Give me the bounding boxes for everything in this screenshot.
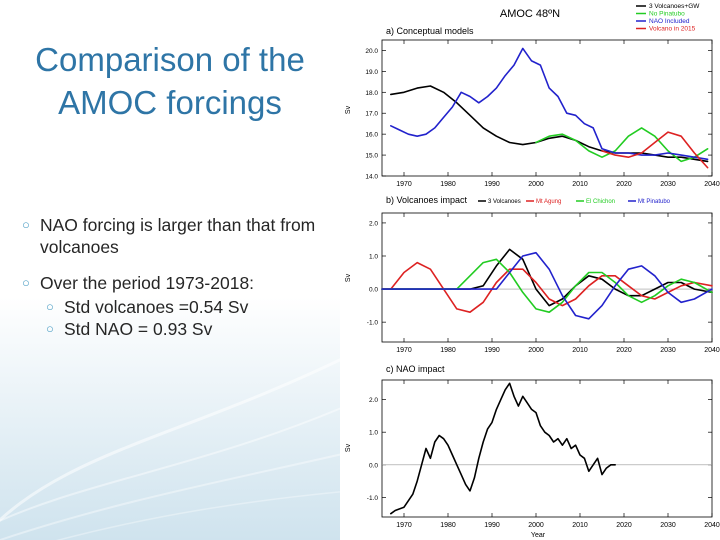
legend-label: No Pinatubo	[649, 11, 685, 18]
background-swirl-decoration	[0, 358, 340, 540]
y-tick-label: 17.0	[365, 111, 378, 118]
x-tick-label: 1970	[396, 522, 412, 529]
x-tick-label: 2010	[572, 181, 588, 188]
x-tick-label: 2010	[572, 522, 588, 529]
panel-title: a) Conceptual models	[386, 26, 474, 36]
title-line-2: AMOC forcings	[58, 84, 282, 121]
bullet-text: Over the period 1973-2018:	[40, 273, 255, 293]
series-line-el-chichon	[381, 258, 713, 314]
bullet-marker-icon: ○	[46, 321, 54, 336]
legend-label: Mt Agung	[536, 199, 561, 205]
y-tick-label: 2.0	[369, 220, 378, 227]
panel-title: b) Volcanoes impact	[386, 195, 468, 205]
legend-label: 3 Volcanoes+GW	[649, 3, 700, 10]
sub-bullet-item: ○ Std volcanoes =0.54 Sv	[22, 296, 322, 318]
x-tick-label: 1980	[440, 347, 456, 354]
x-tick-label: 1990	[484, 522, 500, 529]
y-tick-label: -1.0	[367, 495, 379, 502]
y-tick-label: 1.0	[369, 430, 378, 437]
x-tick-label: 1970	[396, 181, 412, 188]
x-tick-label: 2030	[660, 347, 676, 354]
slide-background	[0, 0, 340, 540]
y-axis-label: Sv	[345, 105, 352, 114]
y-tick-label: 1.0	[369, 254, 378, 261]
bullet-marker-icon: ○	[46, 299, 54, 314]
series-line-mt-pinatubo	[381, 251, 713, 320]
series-line-volcano-in-2015	[601, 131, 709, 169]
bullet-marker-icon: ○	[22, 275, 30, 290]
legend-label: 3 Volcanoes	[488, 199, 521, 205]
sub-bullet-text: Std volcanoes =0.54 Sv	[64, 297, 249, 317]
panel-title: c) NAO impact	[386, 364, 445, 374]
x-tick-label: 2030	[660, 181, 676, 188]
x-tick-label: 1990	[484, 181, 500, 188]
series-line-nao	[389, 382, 617, 515]
x-tick-label: 1980	[440, 181, 456, 188]
legend-label: Volcano in 2015	[649, 26, 696, 33]
y-axis-label: Sv	[345, 443, 352, 452]
bullet-item: ○ NAO forcing is larger than that from v…	[22, 214, 322, 258]
bullet-item: ○ Over the period 1973-2018:	[22, 272, 322, 294]
y-tick-label: 2.0	[369, 397, 378, 404]
x-tick-label: 2000	[528, 181, 544, 188]
legend-label: Mt Pinatubo	[638, 199, 671, 205]
y-axis-label: Sv	[345, 273, 352, 282]
sub-bullet-text: Std NAO = 0.93 Sv	[64, 319, 213, 339]
x-tick-label: 1970	[396, 347, 412, 354]
y-tick-label: 14.0	[365, 174, 378, 181]
x-tick-label: 1980	[440, 522, 456, 529]
sub-bullet-item: ○ Std NAO = 0.93 Sv	[22, 318, 322, 340]
plot-frame	[381, 39, 713, 177]
x-tick-label: 2020	[616, 181, 632, 188]
y-tick-label: 18.0	[365, 90, 378, 97]
y-tick-label: -1.0	[367, 320, 379, 327]
x-tick-label: 2010	[572, 347, 588, 354]
plot-frame	[381, 379, 713, 518]
x-tick-label: 2040	[704, 181, 720, 188]
x-tick-label: 2030	[660, 522, 676, 529]
bullet-list: ○ NAO forcing is larger than that from v…	[22, 214, 322, 340]
x-tick-label: 2000	[528, 522, 544, 529]
y-tick-label: 15.0	[365, 153, 378, 160]
x-axis-label: Year	[531, 532, 546, 539]
x-tick-label: 2000	[528, 347, 544, 354]
x-tick-label: 2020	[616, 522, 632, 529]
legend-label: El Chichon	[586, 199, 615, 205]
legend-label: NAO Included	[649, 18, 690, 25]
series-line-3-volcanoes	[381, 248, 713, 307]
figure-title: AMOC 48ºN	[500, 8, 560, 20]
y-tick-label: 16.0	[365, 132, 378, 139]
series-line-mt-agung	[381, 261, 713, 314]
y-tick-label: 0.0	[369, 462, 378, 469]
y-tick-label: 0.0	[369, 287, 378, 294]
y-tick-label: 19.0	[365, 69, 378, 76]
bullet-text: NAO forcing is larger than that from vol…	[40, 215, 316, 257]
x-tick-label: 2040	[704, 347, 720, 354]
series-line-no-pinatubo	[535, 127, 709, 163]
y-tick-label: 20.0	[365, 48, 378, 55]
panel-a-conceptual-models: a) Conceptual models Sv 1970 1980 1990 2000 20…	[345, 26, 720, 188]
slide-title: Comparison of the AMOC forcings	[10, 38, 330, 124]
x-tick-label: 1990	[484, 347, 500, 354]
panel-b-volcanoes-impact: b) Volcanoes impact Sv 1970 1980 1990 2000 201…	[345, 195, 720, 354]
panel-c-nao-impact: c) NAO impact Sv 1970 1980 1990 2000 2010 2020 2…	[345, 364, 720, 529]
title-line-1: Comparison of the	[35, 41, 305, 78]
x-tick-label: 2040	[704, 522, 720, 529]
bullet-marker-icon: ○	[22, 217, 30, 232]
x-tick-label: 2020	[616, 347, 632, 354]
plot-frame	[381, 212, 713, 343]
panel-b-legend: 3 Volcanoes Mt Agung El Chichon Mt Pinatubo	[478, 199, 671, 205]
